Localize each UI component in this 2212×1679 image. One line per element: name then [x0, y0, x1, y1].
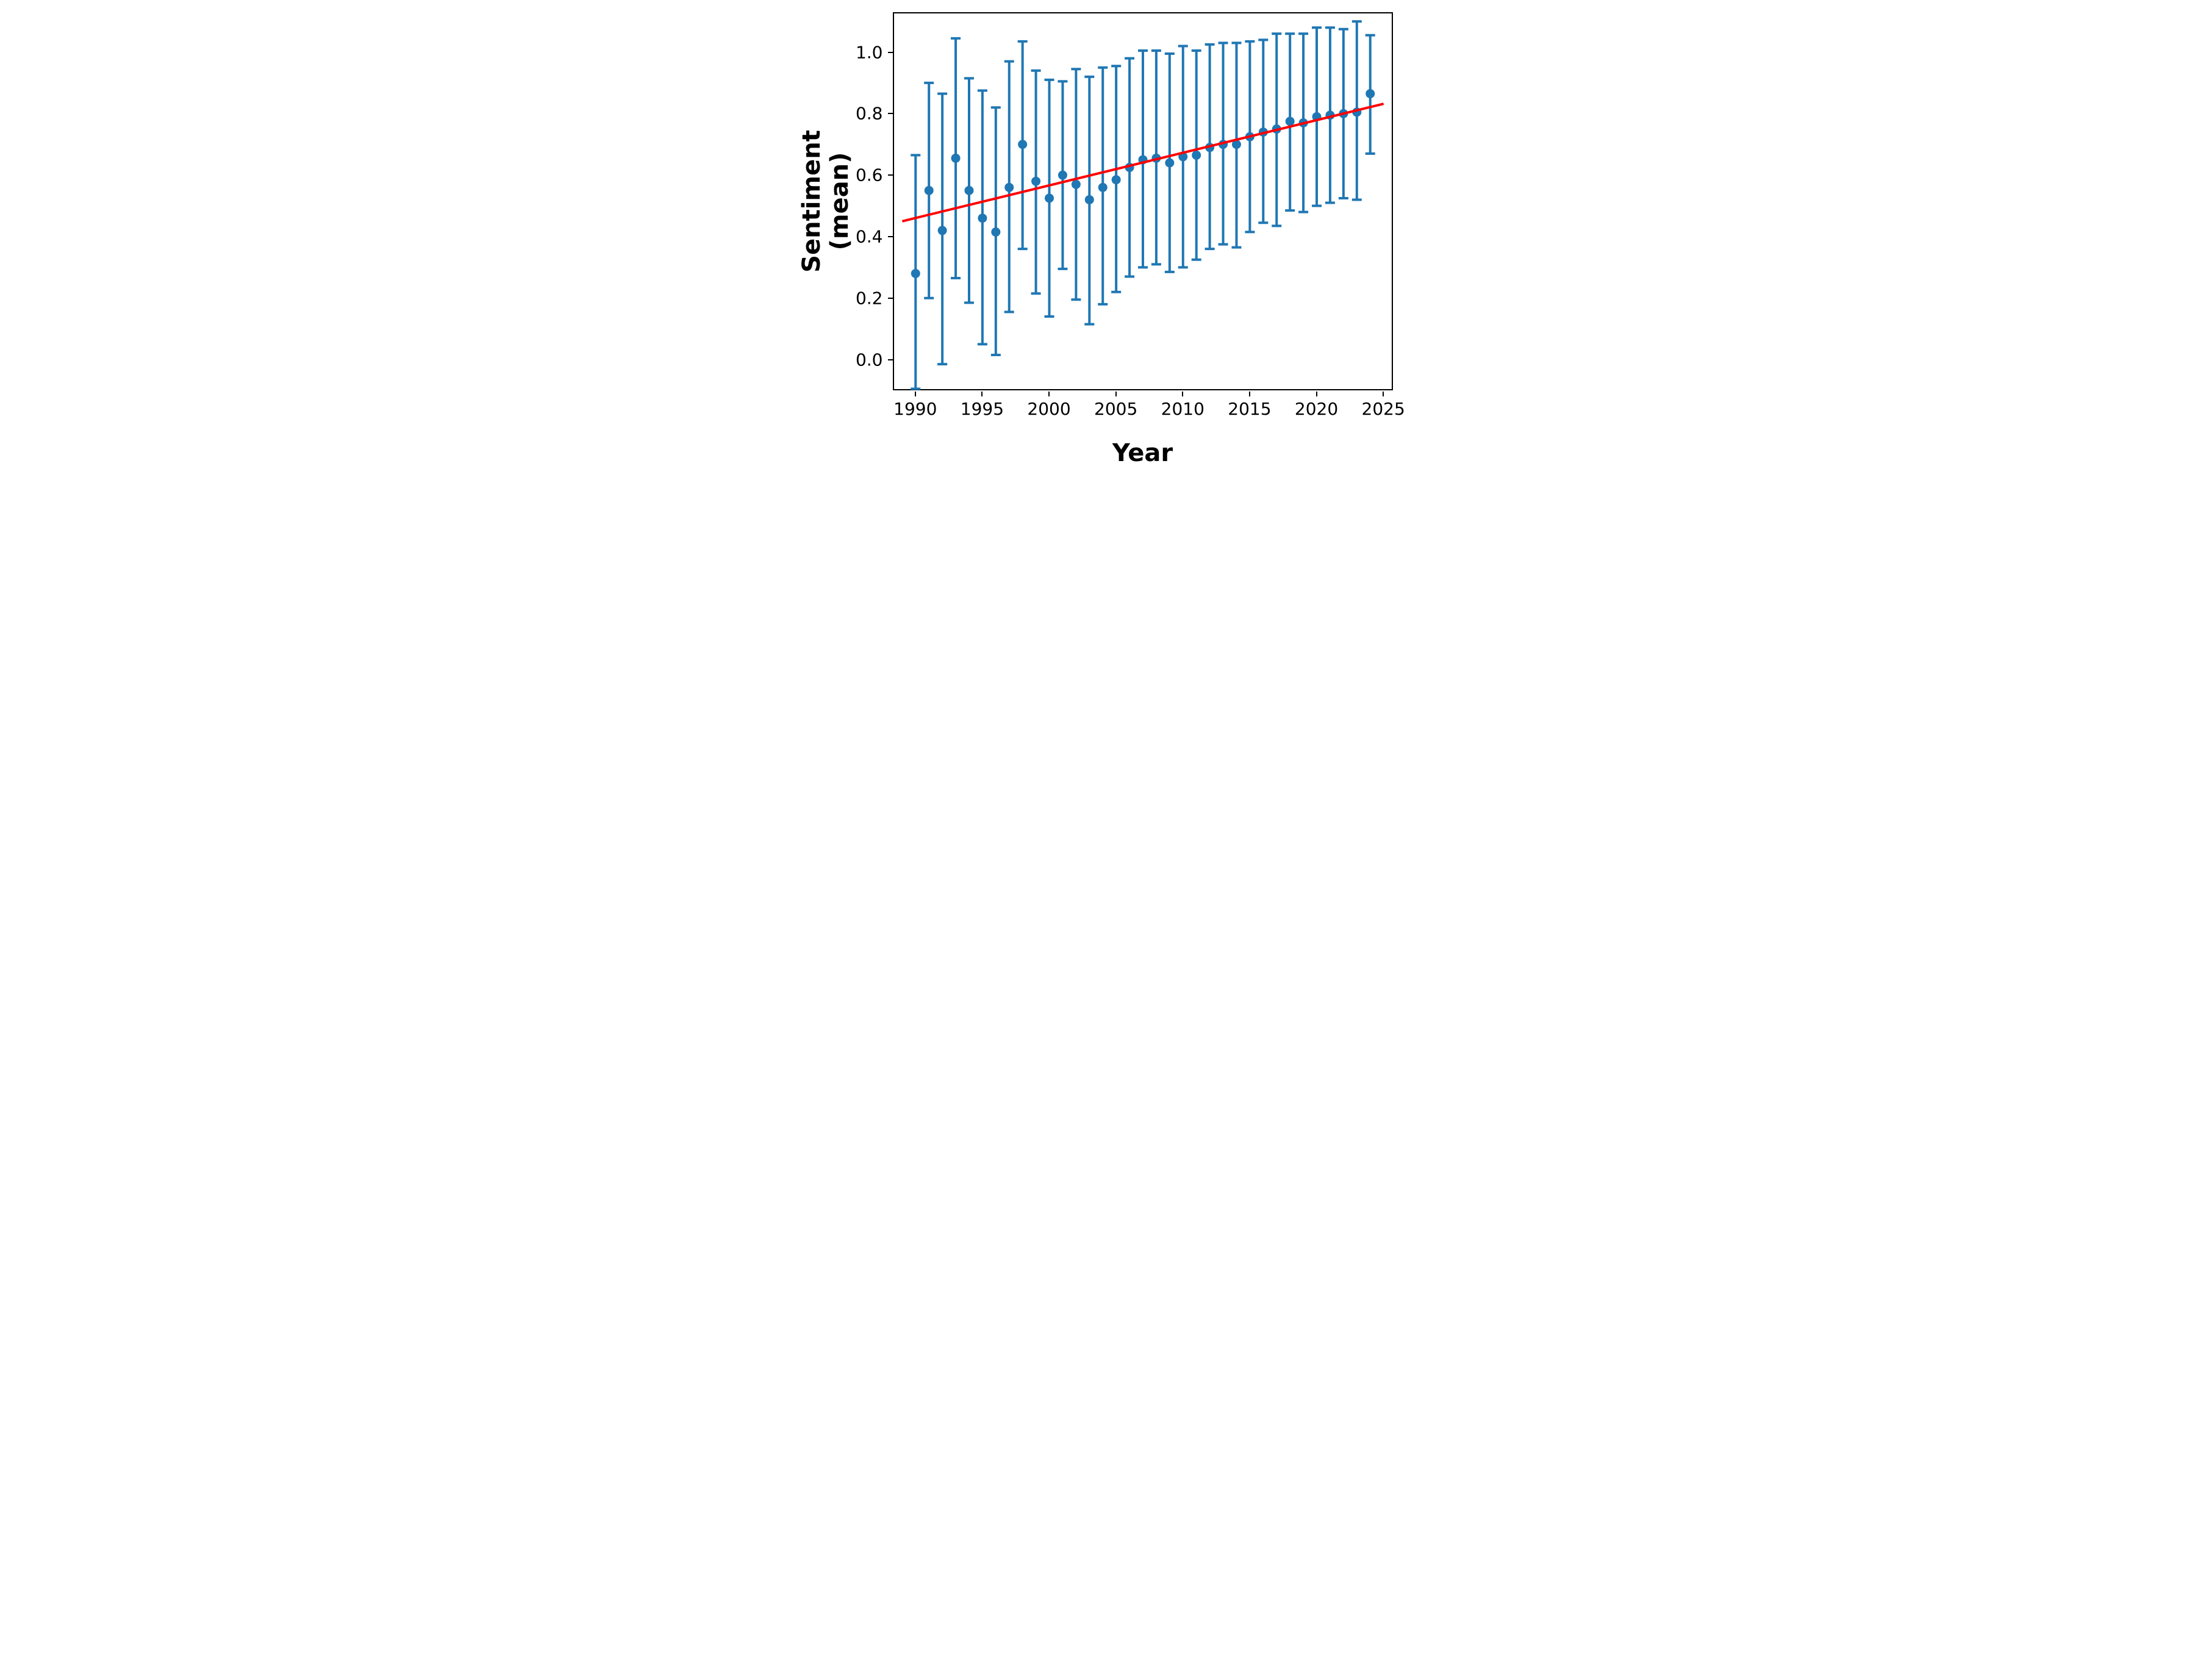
sentiment-chart: Sentiment (mean) Year 199019952000200520…	[801, 0, 1411, 464]
y-tick-label: 1.0	[856, 42, 883, 62]
x-tick-label: 2020	[1295, 399, 1338, 419]
data-point	[924, 186, 933, 195]
data-point	[937, 226, 947, 235]
data-point	[1365, 89, 1375, 98]
data-point	[951, 154, 960, 163]
x-tick-label: 2005	[1094, 399, 1137, 419]
data-point	[1285, 116, 1294, 126]
y-tick-mark	[888, 52, 893, 53]
data-point	[1111, 175, 1120, 184]
x-tick-mark	[1182, 392, 1183, 396]
data-point	[978, 213, 987, 223]
y-tick-label: 0.0	[856, 349, 883, 370]
chart-svg	[801, 0, 1411, 464]
x-tick-label: 2025	[1362, 399, 1405, 419]
x-tick-label: 1990	[893, 399, 937, 419]
data-point	[911, 269, 920, 278]
data-point	[1018, 140, 1027, 149]
y-tick-mark	[888, 298, 893, 299]
x-tick-mark	[915, 392, 916, 396]
data-point	[1084, 195, 1093, 204]
data-point	[1045, 193, 1054, 202]
y-tick-label: 0.8	[856, 104, 883, 124]
data-point	[1031, 177, 1040, 186]
y-tick-label: 0.2	[856, 288, 883, 308]
data-point	[1098, 183, 1107, 192]
x-tick-label: 2010	[1161, 399, 1204, 419]
y-tick-label: 0.4	[856, 226, 883, 246]
y-tick-mark	[888, 359, 893, 360]
y-tick-mark	[888, 113, 893, 114]
x-tick-mark	[1249, 392, 1250, 396]
x-tick-label: 2000	[1027, 399, 1070, 419]
x-tick-mark	[1115, 392, 1117, 396]
y-tick-label: 0.6	[856, 165, 883, 185]
data-point	[1071, 180, 1080, 189]
x-tick-mark	[1316, 392, 1317, 396]
data-point	[1004, 183, 1014, 192]
data-point	[1192, 151, 1201, 160]
x-tick-mark	[1048, 392, 1050, 396]
y-tick-mark	[888, 174, 893, 176]
data-point	[964, 186, 973, 195]
data-point	[1058, 171, 1067, 180]
y-tick-mark	[888, 236, 893, 237]
x-tick-mark	[981, 392, 983, 396]
x-tick-mark	[1383, 392, 1384, 396]
x-tick-label: 1995	[961, 399, 1004, 419]
data-point	[1165, 158, 1174, 167]
data-point	[991, 227, 1000, 237]
x-tick-label: 2015	[1228, 399, 1271, 419]
